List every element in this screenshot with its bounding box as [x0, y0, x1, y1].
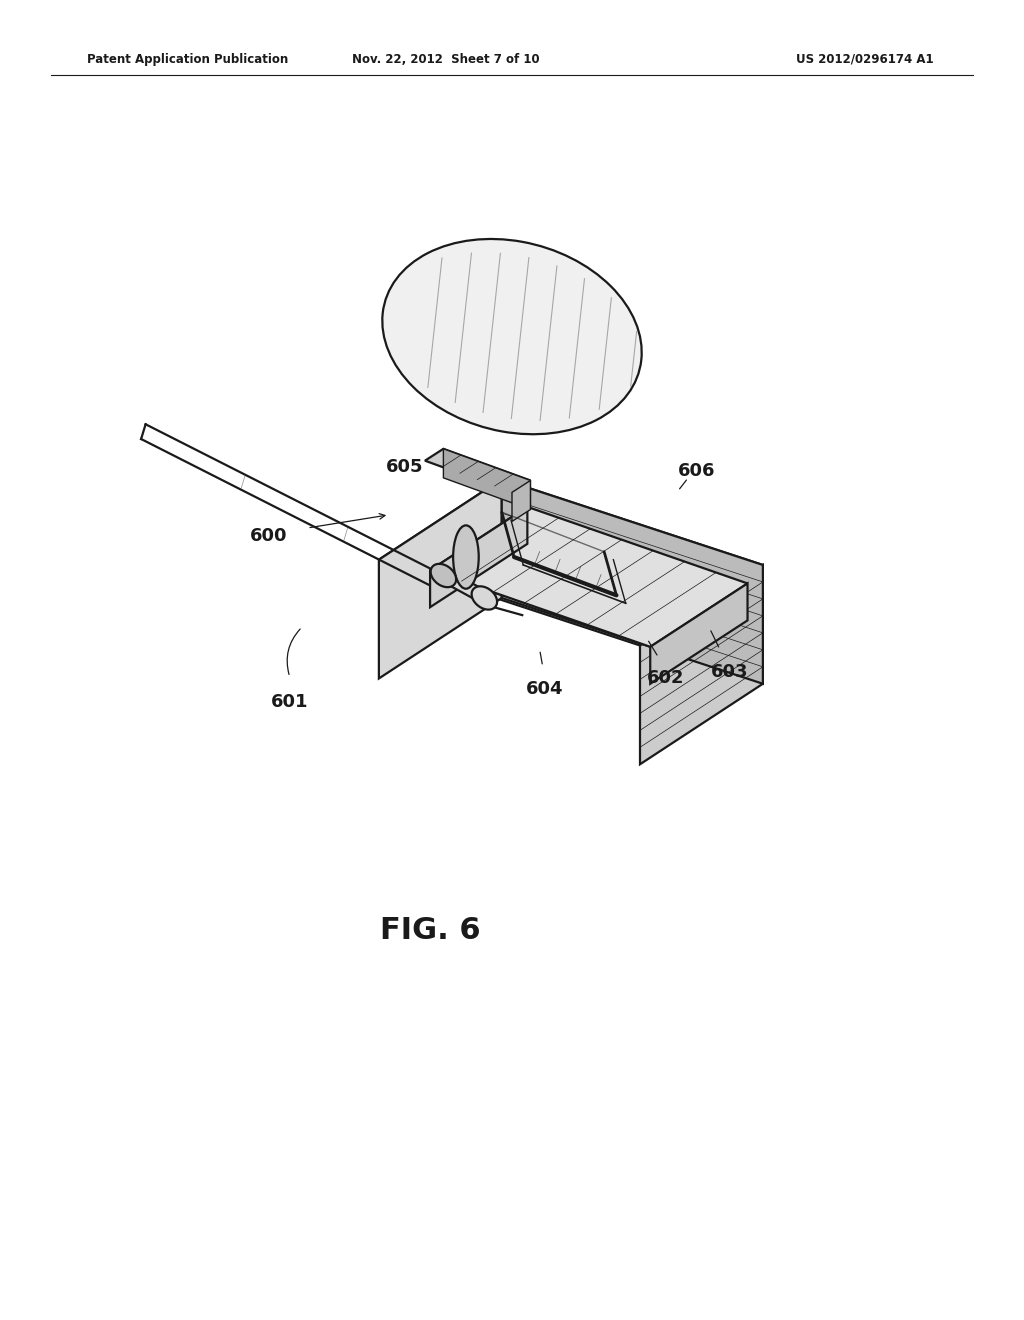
Text: US 2012/0296174 A1: US 2012/0296174 A1 — [797, 53, 934, 66]
Text: Nov. 22, 2012  Sheet 7 of 10: Nov. 22, 2012 Sheet 7 of 10 — [351, 53, 540, 66]
Text: Patent Application Publication: Patent Application Publication — [87, 53, 289, 66]
Polygon shape — [379, 479, 502, 678]
Polygon shape — [512, 480, 530, 521]
Polygon shape — [640, 565, 763, 764]
Text: 604: 604 — [526, 680, 563, 698]
Polygon shape — [461, 535, 543, 601]
Polygon shape — [425, 449, 530, 492]
Text: FIG. 6: FIG. 6 — [380, 916, 480, 945]
Text: 605: 605 — [386, 458, 423, 477]
Text: 606: 606 — [678, 462, 715, 480]
Polygon shape — [443, 449, 530, 510]
Ellipse shape — [453, 525, 479, 589]
Text: 603: 603 — [712, 663, 749, 681]
Ellipse shape — [431, 564, 456, 587]
Text: 601: 601 — [271, 693, 308, 711]
Polygon shape — [379, 479, 763, 645]
Ellipse shape — [382, 239, 642, 434]
Polygon shape — [430, 507, 748, 647]
Polygon shape — [443, 568, 484, 605]
Polygon shape — [430, 507, 527, 607]
Text: 602: 602 — [647, 669, 684, 688]
Ellipse shape — [472, 586, 497, 610]
Polygon shape — [502, 479, 763, 684]
Text: 600: 600 — [250, 527, 287, 545]
Polygon shape — [650, 583, 748, 684]
